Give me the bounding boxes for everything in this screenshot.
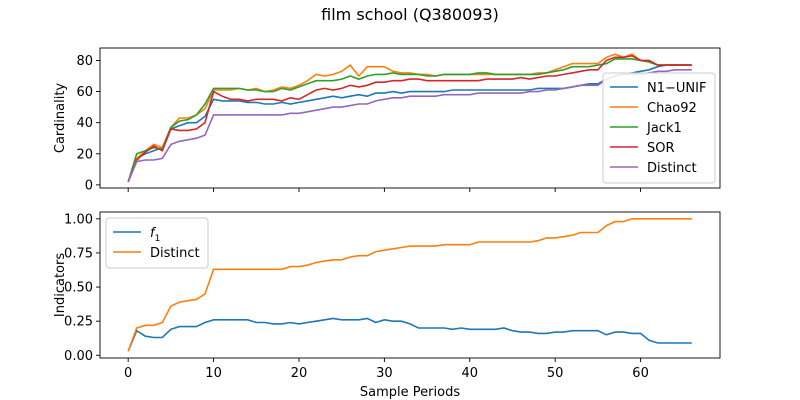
y-tick-label: 0: [85, 178, 93, 193]
y-tick-label: 60: [76, 85, 93, 100]
x-tick-label: 60: [632, 366, 649, 381]
legend: f1 Distinct: [105, 217, 209, 269]
y-tick-label: 0.75: [64, 246, 93, 261]
y-tick-label: 0.25: [64, 315, 93, 330]
x-tick-label: 10: [205, 366, 222, 381]
y-tick-label: 80: [76, 54, 93, 69]
y-tick-label: 1.00: [64, 212, 93, 227]
y-tick-label: 0.50: [64, 281, 93, 296]
legend-label: Distinct: [647, 161, 697, 176]
legend-label: N1−UNIF: [647, 81, 706, 96]
legend-box: [105, 217, 209, 269]
legend-label: f1: [150, 226, 160, 244]
y-tick-label: 20: [76, 147, 93, 162]
x-axis-label: Sample Periods: [360, 385, 460, 400]
x-tick-label: 50: [547, 366, 564, 381]
y-axis-label: Cardinality: [53, 83, 68, 154]
y-tick-label: 40: [76, 116, 93, 131]
legend-box: [602, 72, 716, 184]
legend: N1−UNIF Chao92 Jack1 SOR Distinct: [602, 72, 716, 184]
y-tick-label: 0.00: [64, 349, 93, 364]
x-tick-label: 30: [376, 366, 393, 381]
x-tick-label: 0: [124, 366, 132, 381]
series-line-1-1: [127, 64, 692, 183]
series-line-2-2: [127, 218, 692, 352]
x-tick-label: 20: [291, 366, 308, 381]
series-line-1-3: [127, 58, 692, 183]
x-tick-label: 40: [462, 366, 479, 381]
series-line-1-2: [127, 53, 692, 183]
legend-label: Jack1: [646, 121, 682, 136]
chart-panel-2: 0.00 0.25 0.50 0.75 1.00 0 10 20 30 40 50 60 Indicat…: [53, 211, 721, 400]
plot-frame: [99, 47, 721, 189]
chart-panel-1: 0 20 40 60 80 Cardinality N1−UNIF Chao92 Jack1 SO…: [53, 47, 721, 193]
chart-title: film school (Q380093): [321, 5, 499, 24]
series-line-1-4: [127, 54, 692, 183]
plot-frame: [99, 211, 721, 359]
series-line-1-5: [127, 69, 692, 183]
y-axis-label: Indicators: [53, 253, 68, 317]
legend-label: SOR: [647, 141, 675, 156]
legend-label: Distinct: [150, 246, 200, 261]
legend-label: Chao92: [647, 101, 697, 116]
series-line-2-1: [127, 317, 692, 352]
